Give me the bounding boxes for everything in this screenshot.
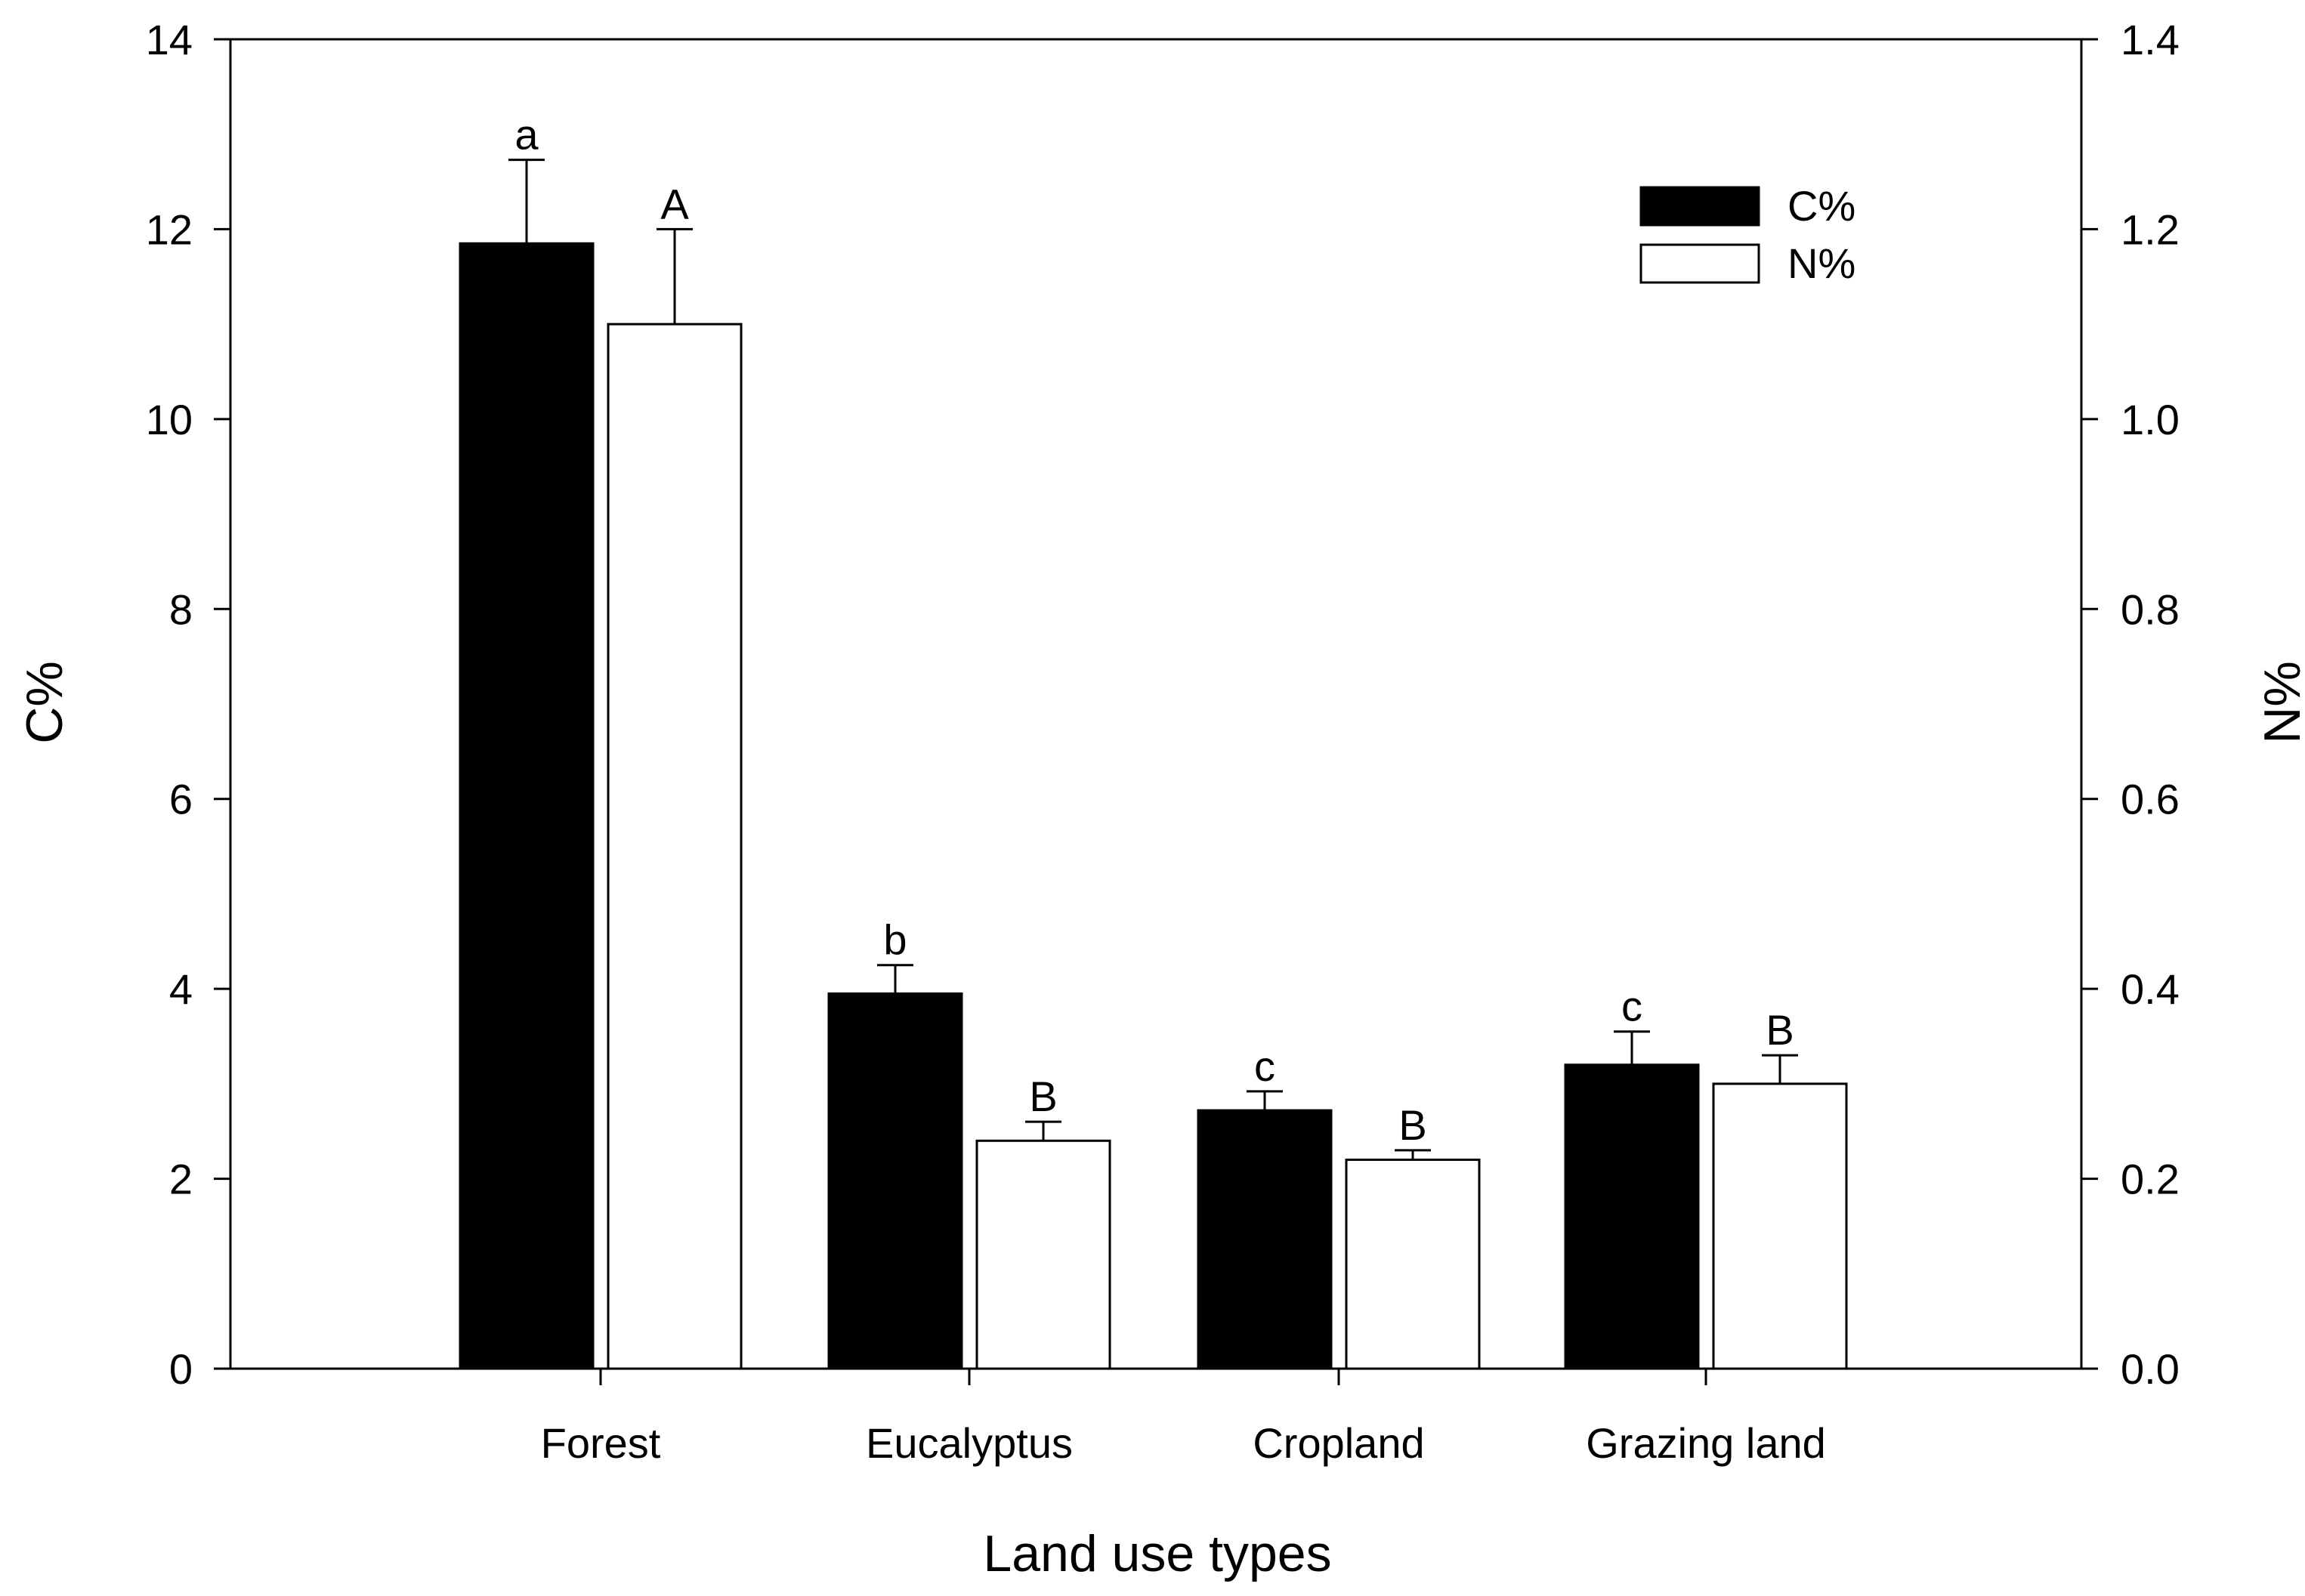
y2-tick-label: 0.8 xyxy=(2121,585,2180,633)
y-tick-label: 4 xyxy=(169,965,193,1013)
y2-tick-label: 1.2 xyxy=(2121,205,2180,253)
y2-tick-label: 0.2 xyxy=(2121,1156,2180,1203)
y2-tick-label: 0.0 xyxy=(2121,1345,2180,1393)
significance-letter: B xyxy=(1398,1101,1426,1149)
y2-tick-label: 0.6 xyxy=(2121,776,2180,823)
y-tick-label: 2 xyxy=(169,1156,193,1203)
bar-n xyxy=(607,323,743,1370)
y-tick-label: 6 xyxy=(169,776,193,823)
y-tick-label: 12 xyxy=(146,205,193,253)
x-axis: Forest Eucalyptus Cropland Grazing land xyxy=(541,1369,1826,1467)
y2-tick-label: 1.0 xyxy=(2121,396,2180,443)
x-tick-label: Eucalyptus xyxy=(866,1419,1073,1467)
x-tick-label: Forest xyxy=(541,1419,661,1467)
significance-letter: c xyxy=(1621,983,1642,1030)
significance-letter: b xyxy=(883,916,907,964)
bar-c xyxy=(459,242,595,1370)
plot-border xyxy=(229,38,2083,1370)
bar-n xyxy=(1712,1082,1848,1370)
bar-c xyxy=(1197,1109,1333,1370)
legend-swatch xyxy=(1639,243,1760,284)
legend-label: N% xyxy=(1787,239,1855,287)
bar-c xyxy=(1564,1063,1700,1370)
legend: C% N% xyxy=(1639,182,1855,287)
x-tick-label: Grazing land xyxy=(1586,1419,1826,1467)
y-tick-label: 14 xyxy=(146,16,193,63)
significance-letter: a xyxy=(514,111,539,159)
right-axis: 0.0 0.2 0.4 0.6 0.8 1.0 1.2 1.4 xyxy=(2081,16,2180,1393)
x-axis-title: Land use types xyxy=(983,1525,1331,1582)
left-axis: 0 2 4 6 8 10 12 14 xyxy=(146,16,230,1393)
y2-tick-label: 1.4 xyxy=(2121,16,2180,63)
significance-letter: B xyxy=(1029,1073,1057,1120)
significance-letter: c xyxy=(1254,1042,1275,1090)
x-tick-label: Cropland xyxy=(1253,1419,1424,1467)
y2-tick-label: 0.4 xyxy=(2121,965,2180,1013)
bar-n xyxy=(1345,1158,1481,1370)
y-tick-label: 8 xyxy=(169,585,193,633)
bar-n xyxy=(975,1139,1111,1370)
bar-c xyxy=(827,992,963,1370)
plot-frame xyxy=(229,38,2083,1370)
y-tick-label: 10 xyxy=(146,396,193,443)
y2-axis-title: N% xyxy=(2254,661,2305,744)
legend-swatch xyxy=(1639,186,1760,227)
bars: a Ab Bc Bc B xyxy=(459,111,1848,1370)
y-axis-title: C% xyxy=(16,661,73,744)
significance-letter: B xyxy=(1766,1006,1794,1054)
y-tick-label: 0 xyxy=(169,1345,193,1393)
legend-label: C% xyxy=(1787,182,1855,230)
significance-letter: A xyxy=(660,180,689,227)
